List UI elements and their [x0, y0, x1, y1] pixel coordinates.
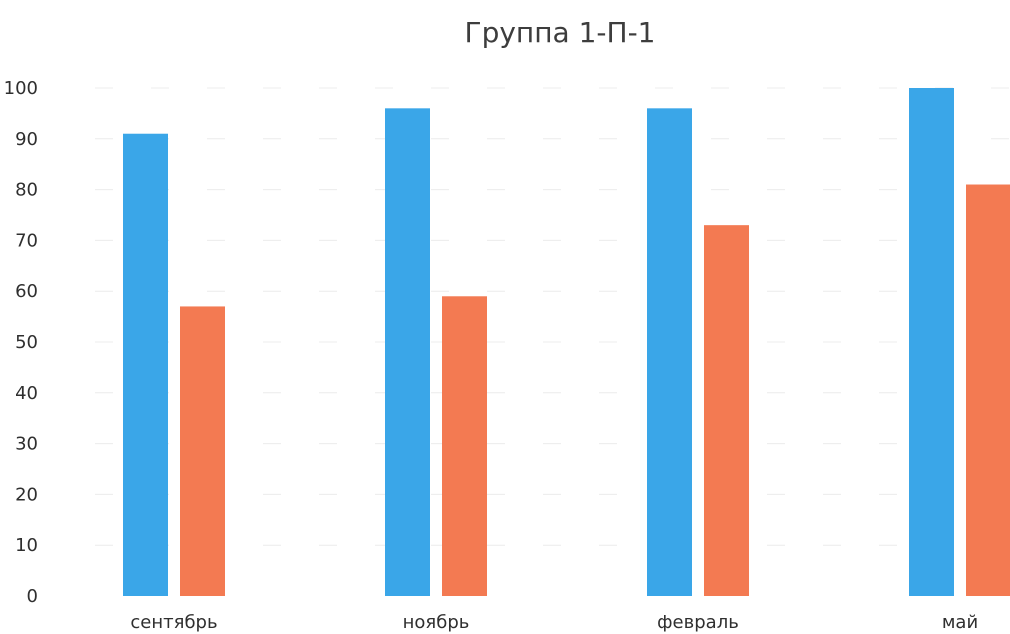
- y-tick-label: 80: [15, 180, 38, 201]
- y-tick-label: 10: [15, 535, 38, 556]
- chart-title: Группа 1-П-1: [465, 16, 656, 49]
- bar-ноябрь-series-1: [385, 108, 430, 596]
- x-category-label: май: [942, 612, 978, 633]
- bar-май-series-2: [966, 184, 1010, 596]
- y-tick-label: 100: [4, 78, 38, 99]
- y-tick-label: 50: [15, 332, 38, 353]
- y-tick-label: 30: [15, 434, 38, 455]
- x-axis-labels: сентябрь ноябрь февраль май: [130, 612, 978, 633]
- bar-сентябрь-series-1: [123, 133, 168, 596]
- bar-сентябрь-series-2: [180, 306, 225, 596]
- gridlines: [95, 87, 1010, 546]
- y-axis-ticks: 0 10 20 30 40 50 60 70 80 90 100: [4, 78, 38, 607]
- x-category-label: февраль: [657, 612, 739, 633]
- y-tick-label: 60: [15, 281, 38, 302]
- bar-май-series-1: [909, 88, 954, 596]
- x-category-label: ноябрь: [403, 612, 470, 633]
- y-tick-label: 70: [15, 230, 38, 251]
- y-tick-label: 40: [15, 383, 38, 404]
- bar-февраль-series-1: [647, 108, 692, 596]
- y-tick-label: 20: [15, 484, 38, 505]
- bar-ноябрь-series-2: [442, 296, 487, 596]
- y-tick-label: 0: [27, 586, 38, 607]
- x-category-label: сентябрь: [130, 612, 217, 633]
- y-tick-label: 90: [15, 129, 38, 150]
- bars: [123, 88, 1010, 596]
- bar-февраль-series-2: [704, 225, 749, 596]
